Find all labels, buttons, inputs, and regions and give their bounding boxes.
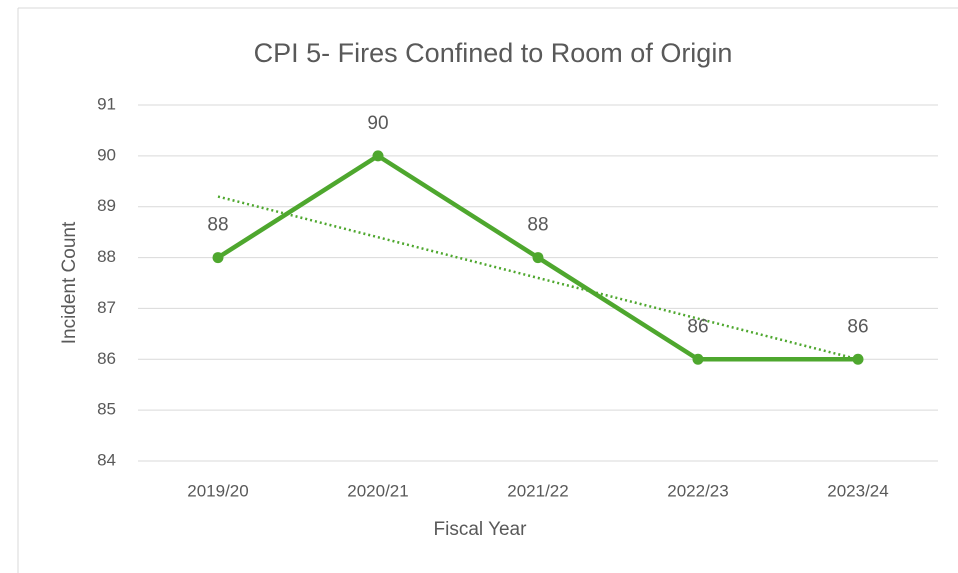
trend-line: [217, 195, 859, 361]
point: [212, 252, 224, 264]
point: [852, 353, 864, 365]
y-tick-label: 91: [97, 94, 116, 113]
y-tick-label: 89: [97, 196, 116, 215]
y-tick-label: 85: [97, 400, 116, 419]
y-tick-label: 86: [97, 349, 116, 368]
x-tick-label: 2019/20: [187, 481, 248, 500]
x-tick-label: 2022/23: [667, 481, 728, 500]
data-label: 88: [207, 215, 228, 236]
y-tick-label: 88: [97, 247, 116, 266]
y-tick-label: 90: [97, 145, 116, 164]
chart-title: CPI 5- Fires Confined to Room of Origin: [254, 38, 733, 68]
point: [692, 353, 704, 365]
data-label: 86: [847, 316, 868, 337]
y-tick-label: 87: [97, 298, 116, 317]
y-axis-title: Incident Count: [59, 221, 80, 344]
data-label: 90: [367, 113, 388, 134]
x-tick-label: 2021/22: [507, 481, 568, 500]
x-axis-title: Fiscal Year: [434, 519, 528, 540]
data-label: 86: [687, 316, 708, 337]
point: [372, 150, 384, 162]
x-tick-label: 2023/24: [827, 481, 888, 500]
point: [532, 252, 544, 264]
data-label: 88: [527, 215, 548, 236]
x-tick-label: 2020/21: [347, 481, 408, 500]
y-tick-label: 84: [97, 450, 116, 469]
